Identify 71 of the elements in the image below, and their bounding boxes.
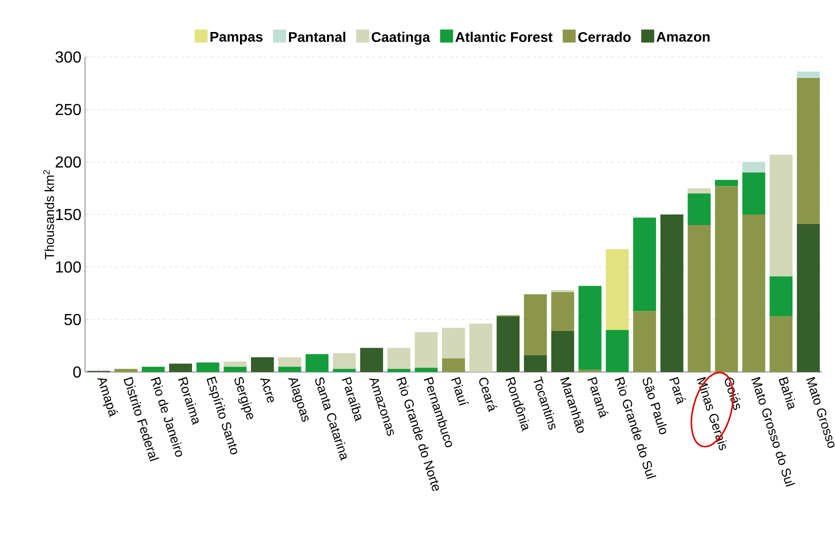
bar: [688, 188, 711, 194]
x-tick-label: Amapá: [97, 378, 118, 418]
bar: [770, 316, 793, 372]
bar: [715, 186, 738, 372]
bar: [360, 348, 384, 372]
bar: [169, 364, 192, 372]
legend-label: Cerrado: [578, 32, 631, 42]
bar: [688, 224, 711, 372]
y-tick-label: 0: [73, 366, 81, 378]
x-tick-label: Ceará: [479, 378, 498, 412]
bar: [551, 292, 574, 332]
y-axis-title: Thousands km$^{2}$: [43, 170, 54, 260]
bar: [442, 328, 465, 358]
bar: [332, 368, 356, 372]
x-tick-label: Mato Grosso: [806, 376, 834, 448]
bar: [796, 78, 820, 224]
x-tick-label: Piauí: [451, 376, 469, 406]
x-tick-label: Tocantins: [534, 376, 556, 430]
bar: [551, 331, 574, 372]
x-tick-label: Alagoas: [288, 378, 309, 422]
legend-label: Atlantic Forest: [455, 32, 553, 42]
bar: [332, 353, 356, 369]
bar: [306, 354, 328, 372]
bar: [278, 357, 302, 367]
bar: [496, 316, 520, 372]
y-tick-label: 50: [64, 314, 81, 326]
bar: [796, 72, 820, 78]
bar: [414, 368, 438, 372]
legend-label: Caatinga: [372, 32, 430, 45]
y-tick-label: 100: [56, 261, 81, 273]
bar: [196, 362, 220, 372]
bar: [742, 172, 766, 214]
bar: [715, 180, 738, 186]
bar: [142, 366, 165, 372]
bar: [606, 330, 629, 372]
bar: [224, 361, 247, 367]
legend-label: Pantanal: [289, 32, 346, 42]
bar: [770, 276, 793, 316]
bar: [524, 355, 547, 372]
x-tick-label: Sergipe: [234, 377, 254, 420]
bar: [742, 214, 766, 372]
bar: [660, 214, 684, 372]
y-tick-label: 150: [56, 208, 81, 220]
bar: [796, 224, 820, 372]
bar: [387, 348, 410, 369]
bar: [278, 366, 302, 372]
x-tick-label: Acre: [260, 378, 274, 403]
bar: [633, 311, 656, 372]
x-tick-label: São Paulo: [642, 377, 667, 434]
bar: [524, 294, 547, 356]
bar: [578, 286, 602, 370]
y-tick-label: 300: [56, 51, 81, 63]
bar: [742, 162, 766, 172]
bar: [606, 249, 629, 330]
bar: [770, 154, 793, 276]
bar: [469, 324, 492, 372]
x-tick-label: Bahia: [778, 376, 796, 410]
bar: [250, 357, 274, 372]
legend-label: Amazon: [656, 32, 710, 42]
bar: [414, 332, 438, 368]
bar: [633, 218, 656, 312]
x-tick-label: Paraná: [588, 376, 609, 418]
legend-label: Pampas: [210, 32, 263, 44]
y-tick-label: 250: [56, 104, 81, 116]
bar: [114, 368, 138, 372]
bar: [224, 366, 247, 372]
y-tick-label: 200: [56, 156, 81, 168]
bar: [688, 193, 711, 225]
x-tick-label: Pará: [669, 376, 686, 405]
bar: [387, 368, 410, 372]
bar: [442, 358, 465, 372]
